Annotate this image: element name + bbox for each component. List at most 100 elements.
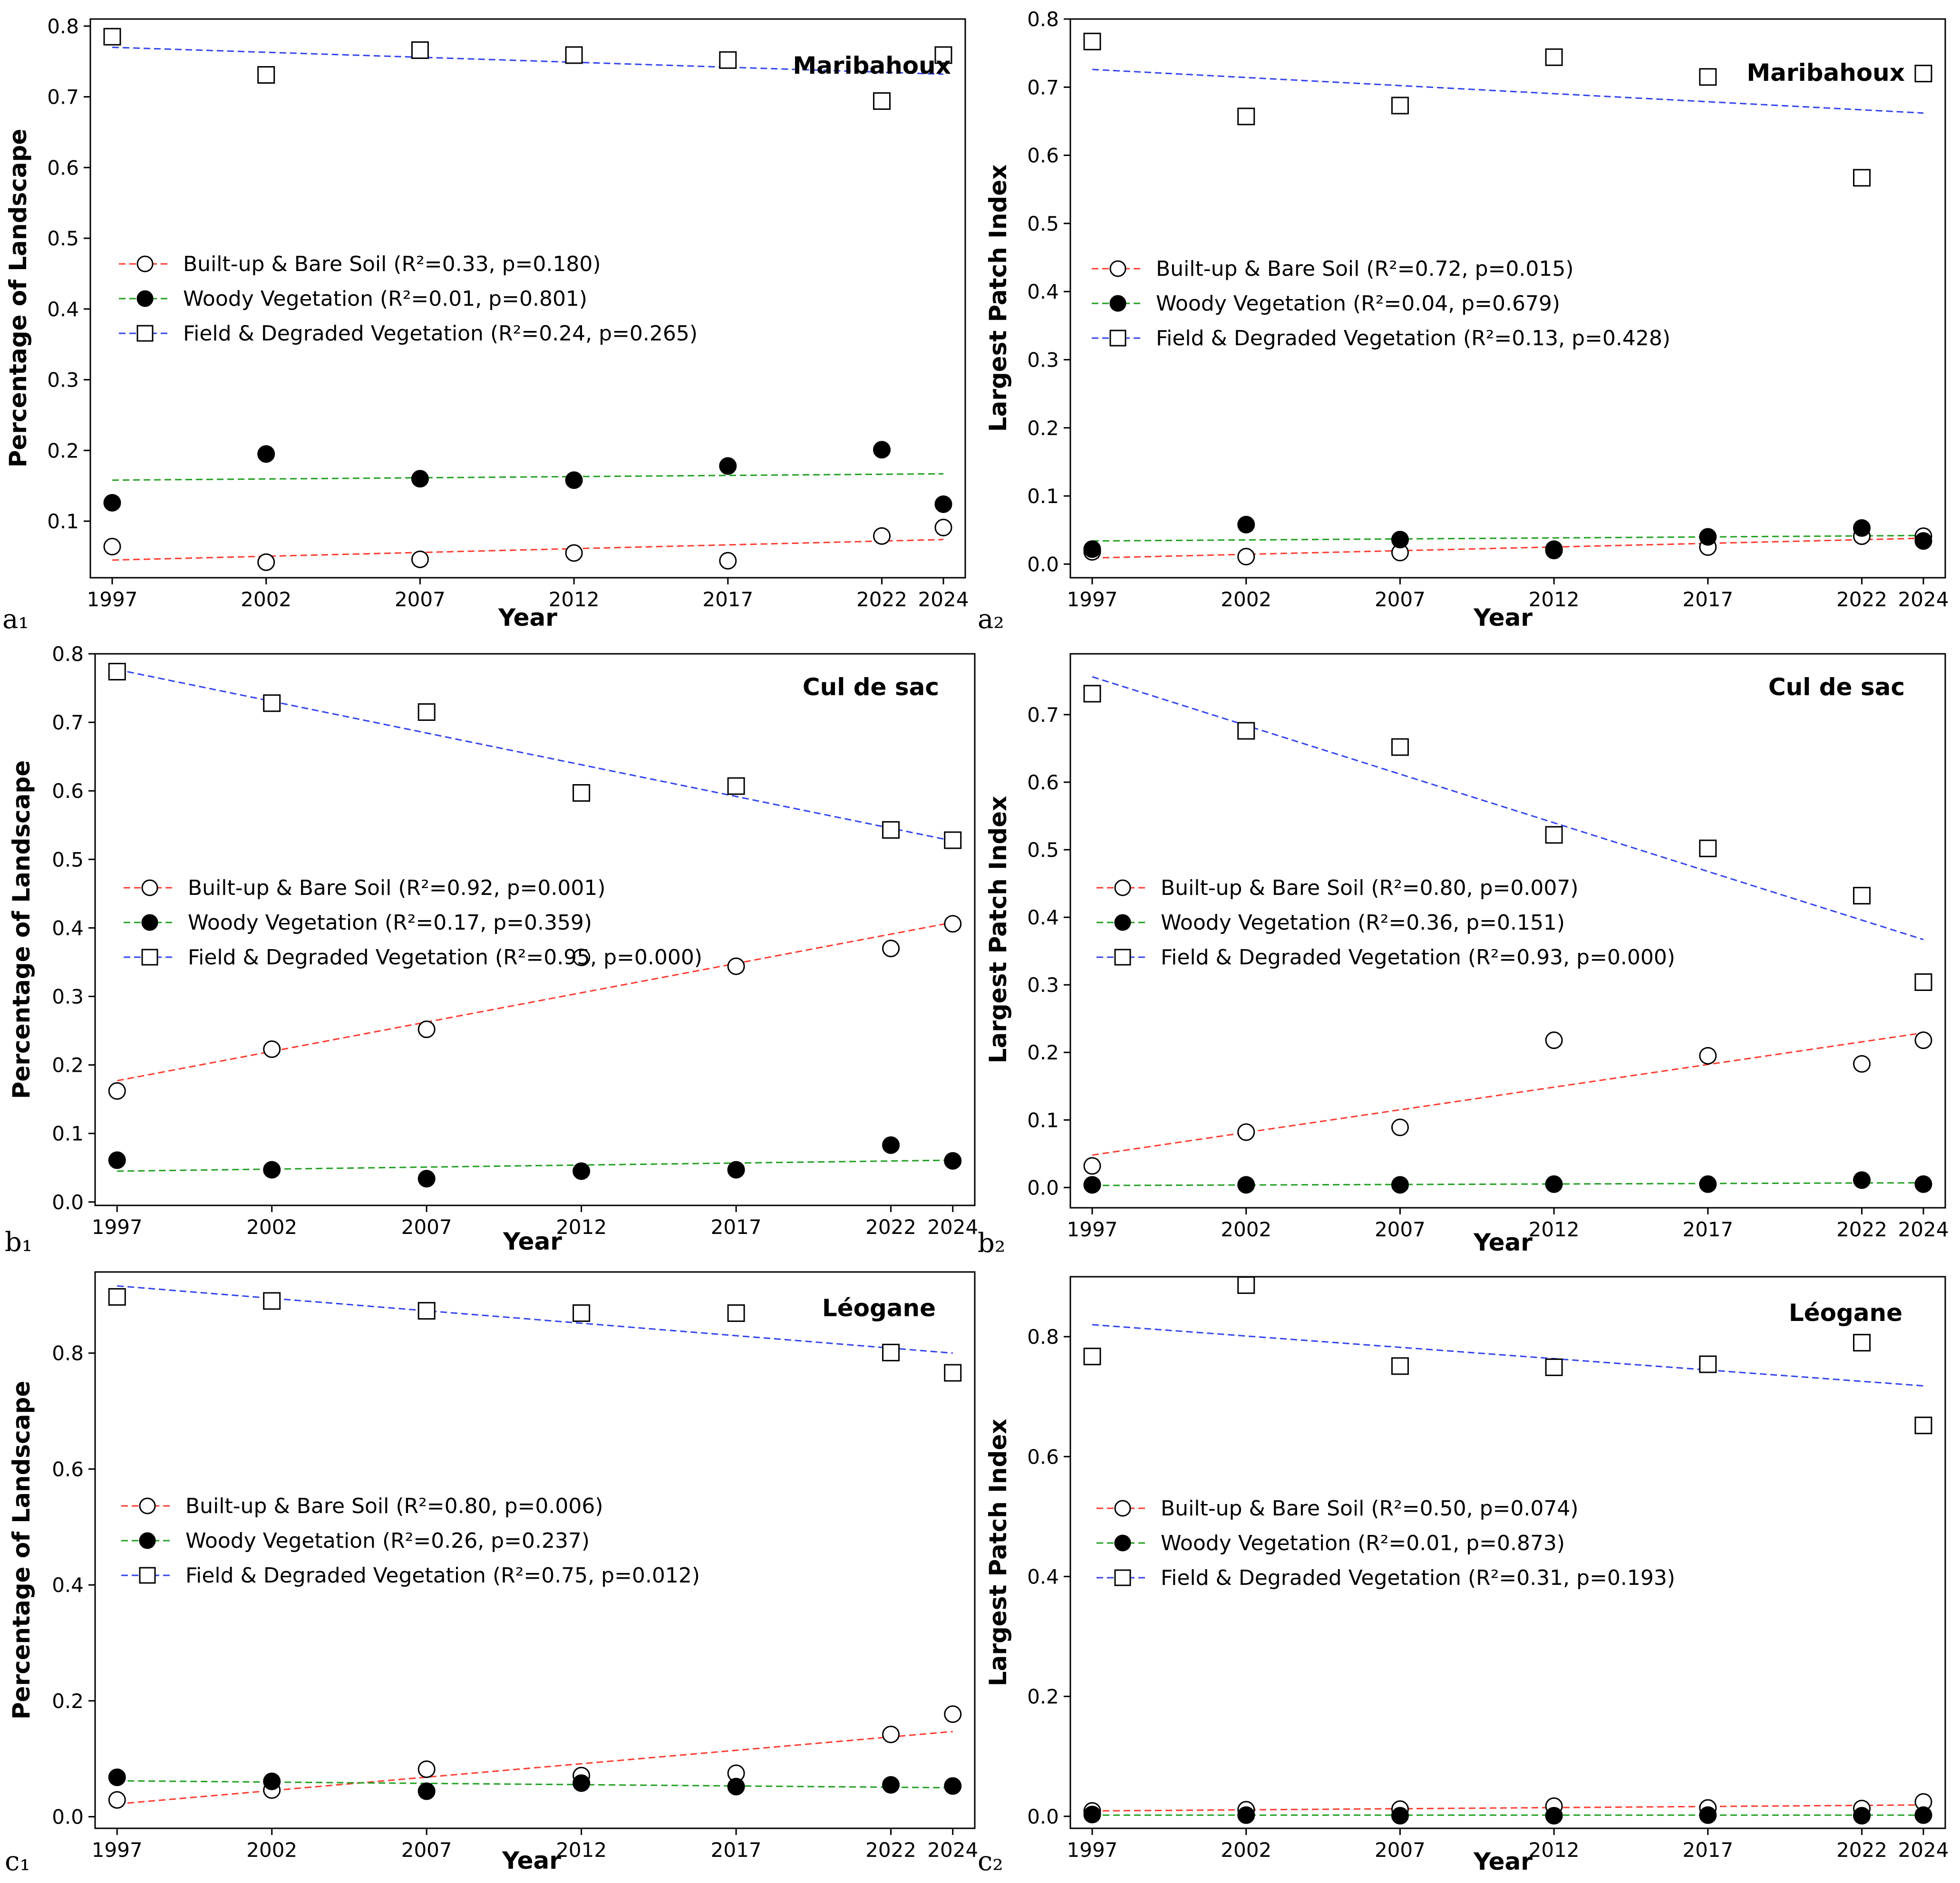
trend-line-field bbox=[117, 1285, 953, 1354]
point-built bbox=[1083, 1157, 1101, 1175]
point-field bbox=[1914, 65, 1932, 83]
y-axis-label: Percentage of Landscape bbox=[4, 129, 32, 467]
point-field bbox=[1545, 48, 1563, 66]
legend: Built-up & Bare Soil (R²=0.80, p=0.006) … bbox=[121, 1494, 700, 1588]
x-tick-label: 2012 bbox=[556, 1215, 607, 1239]
x-tick-label: 2022 bbox=[1836, 1218, 1887, 1241]
point-field bbox=[944, 831, 962, 849]
point-field bbox=[417, 703, 436, 721]
legend-label-woody: Woody Vegetation (R²=0.01, p=0.873) bbox=[1161, 1531, 1565, 1555]
panel-label: a₁ bbox=[2, 604, 29, 635]
y-tick-label: 0.5 bbox=[1027, 212, 1059, 235]
point-woody bbox=[1237, 1806, 1255, 1824]
point-field bbox=[1853, 169, 1871, 187]
y-tick-label: 0.6 bbox=[52, 1457, 84, 1481]
y-tick-label: 0.6 bbox=[1027, 144, 1059, 167]
legend: Built-up & Bare Soil (R²=0.80, p=0.007) … bbox=[1096, 876, 1675, 970]
legend-label-woody: Woody Vegetation (R²=0.01, p=0.801) bbox=[183, 287, 587, 311]
panel-label: b₂ bbox=[978, 1228, 1006, 1259]
legend-marker-built bbox=[136, 255, 154, 272]
y-axis-label: Largest Patch Index bbox=[984, 796, 1012, 1064]
x-axis-label: Year bbox=[1473, 604, 1533, 631]
data-points bbox=[1083, 1276, 1932, 1825]
legend: Built-up & Bare Soil (R²=0.92, p=0.001) … bbox=[124, 876, 702, 970]
point-built bbox=[263, 1040, 281, 1058]
trend-lines bbox=[112, 46, 944, 561]
point-field bbox=[727, 1304, 745, 1322]
point-built bbox=[411, 550, 429, 568]
axis-ticks: 1997 2002 2007 2012 2017 2022 2024 0.0 0.1 0.2 0.3… bbox=[1027, 8, 1949, 611]
y-tick-label: 0.3 bbox=[1027, 348, 1059, 371]
site-title: Léogane bbox=[1789, 1299, 1902, 1327]
y-tick-label: 0.0 bbox=[1027, 553, 1059, 576]
legend-marker-field bbox=[1114, 949, 1131, 966]
point-field bbox=[417, 1302, 436, 1320]
point-field bbox=[411, 41, 429, 59]
x-tick-label: 1997 bbox=[92, 1838, 143, 1862]
y-axis-label: Largest Patch Index bbox=[984, 165, 1012, 432]
data-points bbox=[108, 662, 962, 1188]
y-tick-label: 0.1 bbox=[52, 1122, 84, 1145]
point-woody bbox=[719, 457, 737, 475]
chart-svg-c2: 1997 2002 2007 2012 2017 2022 2024 0.0 0.2 0.4 0.6… bbox=[984, 1276, 1949, 1875]
x-tick-label: 1997 bbox=[1067, 1218, 1118, 1241]
legend-marker-field bbox=[141, 949, 158, 966]
point-built bbox=[934, 518, 952, 536]
x-tick-label: 2002 bbox=[1221, 1838, 1271, 1862]
chart-panel-a2: 1997 2002 2007 2012 2017 2022 2024 0.0 0.1 0.2 0.3… bbox=[978, 0, 1960, 637]
y-tick-label: 0.0 bbox=[1027, 1176, 1059, 1199]
x-tick-label: 2022 bbox=[1836, 1838, 1887, 1862]
point-field bbox=[1914, 1417, 1932, 1435]
x-tick-label: 2007 bbox=[401, 1838, 452, 1862]
trend-line-field bbox=[112, 46, 944, 75]
point-built bbox=[873, 527, 891, 545]
legend-marker-field bbox=[1109, 330, 1126, 347]
y-tick-label: 0.8 bbox=[1027, 8, 1059, 31]
point-built bbox=[1699, 1047, 1717, 1065]
legend-marker-woody bbox=[141, 914, 158, 931]
point-woody bbox=[572, 1162, 591, 1180]
point-woody bbox=[257, 445, 275, 463]
x-tick-label: 2022 bbox=[856, 588, 907, 611]
x-tick-label: 2024 bbox=[918, 588, 969, 611]
y-tick-label: 0.6 bbox=[1027, 771, 1059, 794]
point-woody bbox=[1699, 1175, 1717, 1193]
y-tick-label: 0.2 bbox=[52, 1689, 84, 1713]
point-woody bbox=[1083, 540, 1101, 558]
trend-line-field bbox=[1092, 676, 1924, 941]
y-axis-label: Percentage of Landscape bbox=[8, 1381, 35, 1719]
trend-line-field bbox=[1092, 1324, 1924, 1387]
trend-line-built bbox=[112, 539, 944, 561]
site-title: Maribahoux bbox=[1747, 59, 1905, 87]
y-tick-label: 0.5 bbox=[47, 227, 79, 250]
legend: Built-up & Bare Soil (R²=0.33, p=0.180) … bbox=[119, 252, 698, 346]
x-axis-label: Year bbox=[502, 1847, 561, 1874]
y-tick-label: 0.4 bbox=[52, 916, 84, 940]
legend-label-field: Field & Degraded Vegetation (R²=0.93, p=… bbox=[1161, 945, 1675, 970]
y-tick-label: 0.1 bbox=[1027, 485, 1059, 508]
x-tick-label: 1997 bbox=[87, 588, 138, 611]
panel-label: c₂ bbox=[978, 1846, 1003, 1877]
y-tick-label: 0.7 bbox=[52, 711, 84, 734]
legend-label-woody: Woody Vegetation (R²=0.04, p=0.679) bbox=[1156, 291, 1560, 316]
point-woody bbox=[1699, 1806, 1717, 1824]
chart-svg-a1: 1997 2002 2007 2012 2017 2022 2024 0.1 0.2 0.3 0.4… bbox=[4, 15, 969, 631]
point-woody bbox=[873, 441, 891, 459]
site-title: Maribahoux bbox=[793, 52, 951, 79]
x-tick-label: 2024 bbox=[1898, 1838, 1949, 1862]
legend-label-built: Built-up & Bare Soil (R²=0.50, p=0.074) bbox=[1161, 1496, 1579, 1521]
legend-marker-woody bbox=[139, 1532, 156, 1549]
point-woody bbox=[1545, 1175, 1563, 1193]
trend-line-woody bbox=[117, 1159, 953, 1172]
point-woody bbox=[1699, 528, 1717, 546]
x-tick-label: 2002 bbox=[246, 1215, 297, 1239]
legend-label-built: Built-up & Bare Soil (R²=0.33, p=0.180) bbox=[183, 252, 601, 276]
point-built bbox=[944, 915, 962, 933]
axis-ticks: 1997 2002 2007 2012 2017 2022 2024 0.0 0.2 0.4 0.6… bbox=[1027, 1325, 1949, 1862]
y-tick-label: 0.8 bbox=[1027, 1325, 1059, 1349]
point-woody bbox=[944, 1152, 962, 1170]
axis-ticks: 1997 2002 2007 2012 2017 2022 2024 0.0 0.1 0.2 0.3… bbox=[52, 642, 978, 1239]
chart-panel-a1: 1997 2002 2007 2012 2017 2022 2024 0.1 0.2 0.3 0.4… bbox=[0, 0, 980, 637]
point-woody bbox=[727, 1161, 745, 1179]
point-field bbox=[1545, 1358, 1563, 1376]
